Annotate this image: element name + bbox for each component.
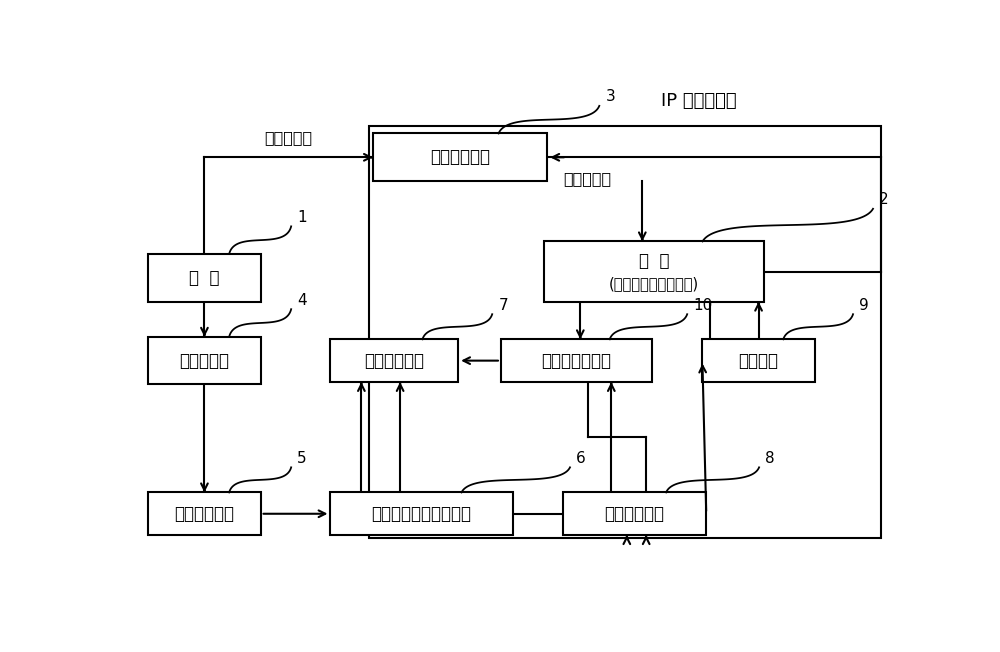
Bar [501, 339, 652, 382]
Text: 2: 2 [879, 192, 889, 207]
Bar [563, 492, 706, 535]
Text: 3: 3 [606, 89, 615, 104]
Text: 目标跟踪控制: 目标跟踪控制 [605, 505, 665, 523]
Text: 1: 1 [297, 210, 307, 225]
Text: 活动目标检测: 活动目标检测 [174, 505, 234, 523]
Text: 4: 4 [297, 293, 307, 308]
Text: 9: 9 [859, 298, 869, 313]
Text: 目标跟踪队列: 目标跟踪队列 [364, 351, 424, 370]
Text: 5: 5 [297, 451, 307, 466]
Bar [330, 339, 458, 382]
Bar [702, 339, 815, 382]
Text: 8: 8 [765, 451, 775, 466]
Text: IP 网络或光纤: IP 网络或光纤 [661, 92, 736, 110]
Text: 6: 6 [576, 451, 586, 466]
Bar [330, 492, 512, 535]
Text: 形态及特征识别: 形态及特征识别 [541, 351, 611, 370]
Text: 球  机: 球 机 [639, 252, 669, 271]
Text: 枪  机: 枪 机 [189, 269, 220, 287]
Text: 枪机视频流: 枪机视频流 [265, 130, 313, 145]
Bar [369, 126, 881, 538]
Text: 活动目标特征信息提取: 活动目标特征信息提取 [371, 505, 471, 523]
Bar [148, 492, 261, 535]
Text: 10: 10 [693, 298, 713, 313]
Bar [373, 134, 547, 181]
Text: 跟踪控制终端: 跟踪控制终端 [430, 148, 490, 166]
Text: 球机视频流: 球机视频流 [563, 171, 611, 186]
Bar [148, 254, 261, 302]
Bar [544, 241, 764, 302]
Text: 球机控制: 球机控制 [739, 351, 779, 370]
Text: 降像素处理: 降像素处理 [179, 351, 229, 370]
Text: (高速云台跟踪摄像机): (高速云台跟踪摄像机) [609, 276, 699, 291]
Bar [148, 337, 261, 385]
Text: 7: 7 [498, 298, 508, 313]
